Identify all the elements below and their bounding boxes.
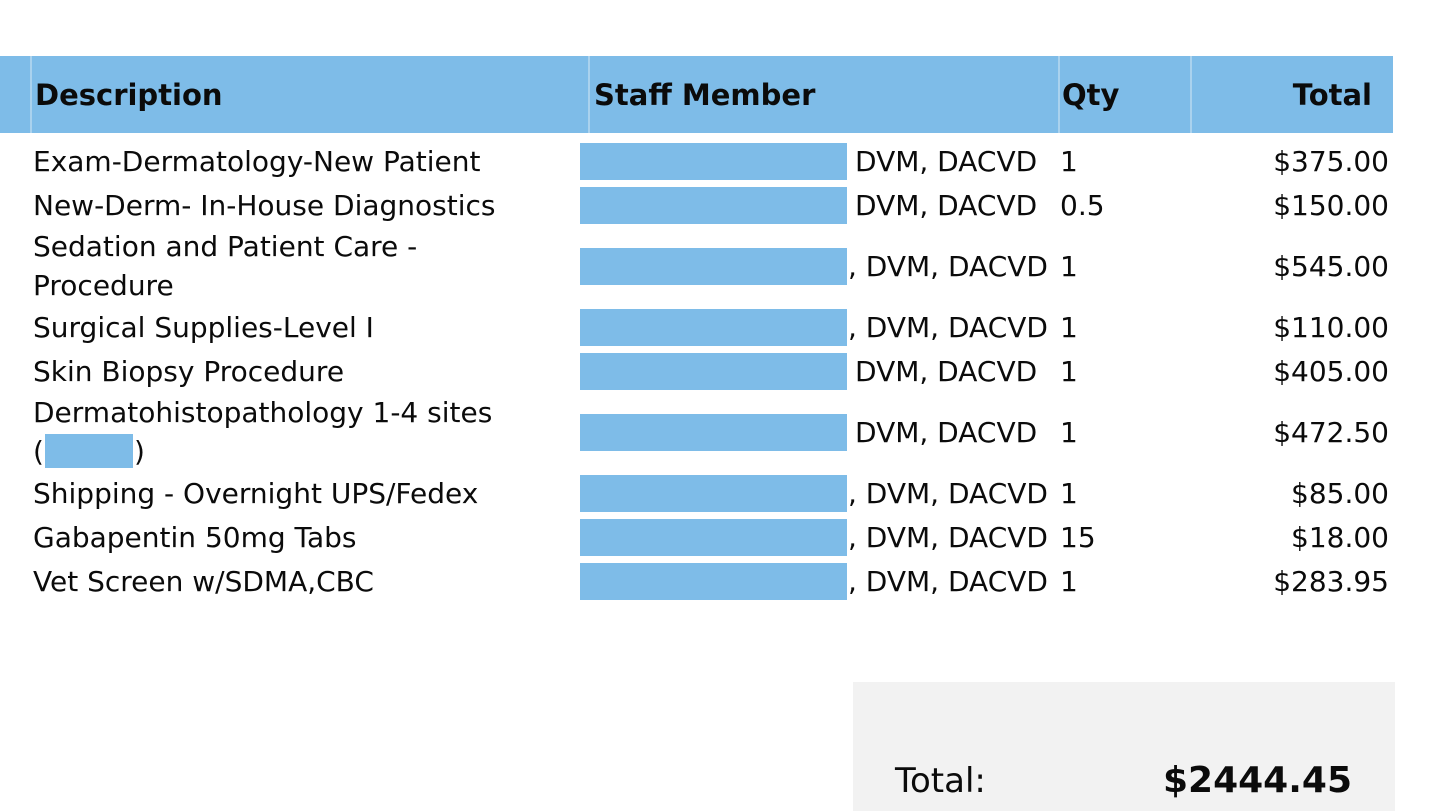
qty-cell: 1 — [1060, 415, 1078, 449]
total-cell: $375.00 — [1273, 144, 1389, 178]
column-header-qty-label: Qty — [1062, 77, 1120, 112]
staff-cell: DVM, DACVD — [580, 352, 1058, 391]
redacted-staff-name — [580, 413, 847, 451]
table-row: Dermatohistopathology 1-4 sites () DVM, D… — [0, 393, 1393, 471]
redacted-staff-name — [580, 352, 847, 390]
staff-credentials: DVM, DACVD — [855, 188, 1038, 222]
redacted-staff-name — [580, 142, 847, 180]
description-line: Exam-Dermatology-New Patient — [33, 144, 481, 178]
redacted-description-text — [44, 434, 133, 468]
total-label: Total: — [895, 761, 986, 801]
redacted-staff-name — [580, 474, 847, 512]
description-line: Procedure — [33, 269, 174, 302]
redacted-staff-name — [580, 186, 847, 224]
total-cell: $85.00 — [1291, 476, 1389, 510]
description-cell: Surgical Supplies-Level I — [0, 308, 580, 347]
table-row: Sedation and Patient Care - Procedure , D… — [0, 227, 1393, 305]
column-header-total-label: Total — [1292, 77, 1372, 112]
table-row: Exam-Dermatology-New Patient DVM, DACVD … — [0, 139, 1393, 183]
total-value: $2444.45 — [1162, 760, 1352, 801]
total-cell: $472.50 — [1273, 415, 1389, 449]
description-cell: Exam-Dermatology-New Patient — [0, 142, 580, 181]
table-row: Skin Biopsy Procedure DVM, DACVD 1 $405.… — [0, 349, 1393, 393]
staff-credentials: DVM, DACVD — [855, 354, 1038, 388]
total-cell: $18.00 — [1291, 520, 1389, 554]
column-header-description: Description — [30, 56, 588, 133]
description-cell: Dermatohistopathology 1-4 sites () — [0, 393, 580, 471]
total-cell: $283.95 — [1273, 564, 1389, 598]
total-cell: $545.00 — [1273, 249, 1389, 283]
description-cell: Gabapentin 50mg Tabs — [0, 518, 580, 557]
table-header: Description Staff Member Qty Total — [0, 56, 1393, 133]
description-line: Gabapentin 50mg Tabs — [33, 520, 357, 554]
staff-credentials: , DVM, DACVD — [848, 249, 1048, 283]
description-cell: New-Derm- In-House Diagnostics — [0, 186, 580, 225]
column-header-qty: Qty — [1058, 56, 1190, 133]
staff-cell: DVM, DACVD — [580, 142, 1058, 181]
redacted-staff-name — [580, 247, 847, 285]
qty-cell: 1 — [1060, 310, 1078, 344]
column-header-staff-member-label: Staff Member — [594, 77, 816, 112]
staff-cell: , DVM, DACVD — [580, 308, 1058, 347]
table-row: Surgical Supplies-Level I , DVM, DACVD 1… — [0, 305, 1393, 349]
description-line: Sedation and Patient Care - — [33, 230, 418, 263]
redacted-staff-name — [580, 308, 847, 346]
description-cell: Skin Biopsy Procedure — [0, 352, 580, 391]
redacted-staff-name — [580, 518, 847, 556]
description-line: Shipping - Overnight UPS/Fedex — [33, 476, 479, 510]
qty-cell: 1 — [1060, 476, 1078, 510]
description-cell: Vet Screen w/SDMA,CBC — [0, 562, 580, 601]
description-cell: Sedation and Patient Care - Procedure — [0, 227, 580, 305]
column-header-description-label: Description — [35, 77, 223, 112]
total-cell: $110.00 — [1273, 310, 1389, 344]
staff-credentials: , DVM, DACVD — [848, 476, 1048, 510]
header-spacer-cell — [0, 56, 30, 133]
staff-cell: , DVM, DACVD — [580, 247, 1058, 286]
description-cell: Shipping - Overnight UPS/Fedex — [0, 474, 580, 513]
description-line: Surgical Supplies-Level I — [33, 310, 374, 344]
description-line: Vet Screen w/SDMA,CBC — [33, 564, 374, 598]
invoice-rows: Exam-Dermatology-New Patient DVM, DACVD … — [0, 139, 1393, 603]
staff-credentials: , DVM, DACVD — [848, 520, 1048, 554]
description-line: () — [33, 434, 145, 468]
qty-cell: 0.5 — [1060, 188, 1105, 222]
description-line: Skin Biopsy Procedure — [33, 354, 345, 388]
total-cell: $150.00 — [1273, 188, 1389, 222]
column-header-total: Total — [1190, 56, 1393, 133]
qty-cell: 1 — [1060, 144, 1078, 178]
description-line: New-Derm- In-House Diagnostics — [33, 188, 496, 222]
staff-credentials: , DVM, DACVD — [848, 310, 1048, 344]
summary-panel: Total: $2444.45 — [853, 682, 1395, 811]
qty-cell: 1 — [1060, 249, 1078, 283]
staff-cell: DVM, DACVD — [580, 413, 1058, 452]
summary-total-row: Total: $2444.45 — [853, 760, 1395, 811]
table-row: Vet Screen w/SDMA,CBC , DVM, DACVD 1 $28… — [0, 559, 1393, 603]
staff-cell: DVM, DACVD — [580, 186, 1058, 225]
redacted-staff-name — [580, 562, 847, 600]
staff-credentials: DVM, DACVD — [855, 415, 1038, 449]
column-header-staff-member: Staff Member — [588, 56, 1058, 133]
table-row: New-Derm- In-House Diagnostics DVM, DACV… — [0, 183, 1393, 227]
staff-cell: , DVM, DACVD — [580, 474, 1058, 513]
description-line: Dermatohistopathology 1-4 sites — [33, 396, 493, 429]
staff-credentials: , DVM, DACVD — [848, 564, 1048, 598]
table-row: Gabapentin 50mg Tabs , DVM, DACVD 15 $18… — [0, 515, 1393, 559]
qty-cell: 1 — [1060, 564, 1078, 598]
staff-credentials: DVM, DACVD — [855, 144, 1038, 178]
staff-cell: , DVM, DACVD — [580, 518, 1058, 557]
table-row: Shipping - Overnight UPS/Fedex , DVM, DA… — [0, 471, 1393, 515]
total-cell: $405.00 — [1273, 354, 1389, 388]
staff-cell: , DVM, DACVD — [580, 562, 1058, 601]
qty-cell: 15 — [1060, 520, 1096, 554]
qty-cell: 1 — [1060, 354, 1078, 388]
